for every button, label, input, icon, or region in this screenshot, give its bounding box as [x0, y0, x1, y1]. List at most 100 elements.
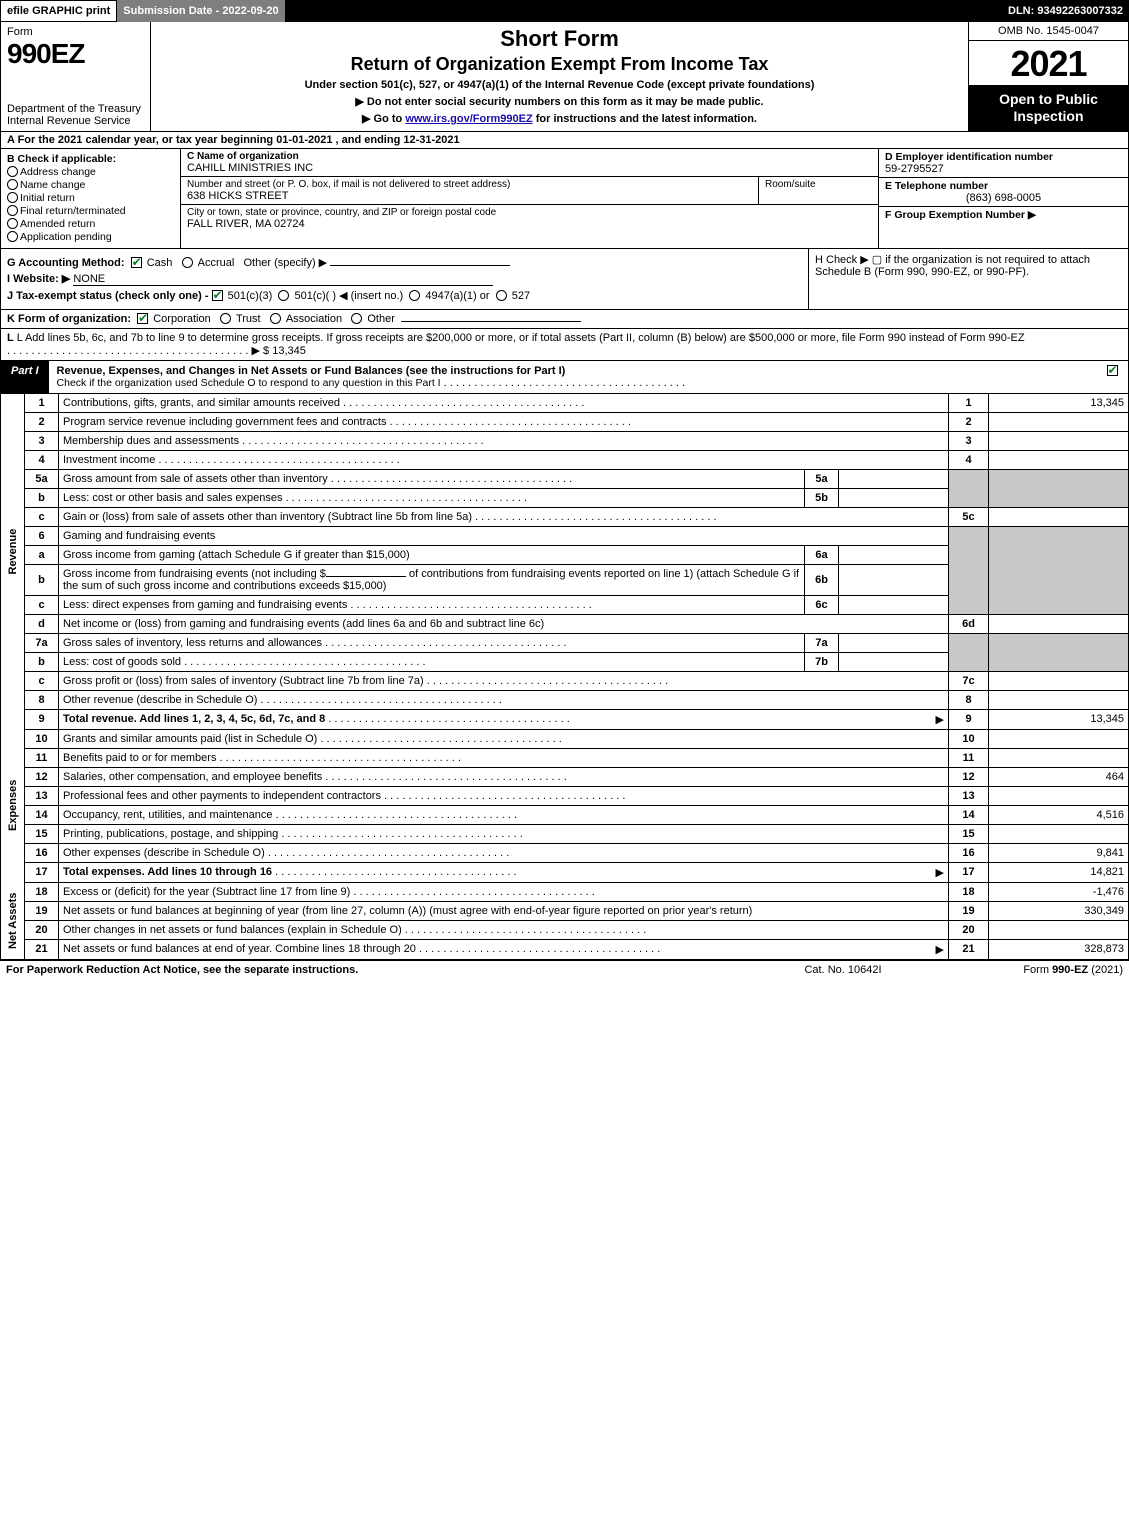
arrow-icon: ▶ [936, 866, 944, 879]
chk-final-return[interactable]: Final return/terminated [7, 205, 174, 217]
line-7a-num: 7a [25, 633, 59, 652]
chk-name-change[interactable]: Name change [7, 179, 174, 191]
line-11-num: 11 [25, 748, 59, 767]
line-6d-amount [989, 614, 1129, 633]
form-number: 990EZ [7, 38, 144, 70]
line-7b-subval [839, 652, 949, 671]
box-c-org-info: C Name of organization CAHILL MINISTRIES… [181, 149, 878, 248]
row-j-tax-exempt: J Tax-exempt status (check only one) - 5… [7, 289, 802, 302]
row-l-amount: 13,345 [272, 345, 306, 357]
line-13-num: 13 [25, 786, 59, 805]
line-12-desc: Salaries, other compensation, and employ… [63, 771, 944, 783]
line-16-desc: Other expenses (describe in Schedule O) [63, 847, 944, 859]
row-l-gross-receipts: L L Add lines 5b, 6c, and 7b to line 9 t… [0, 329, 1129, 361]
revenue-side-spacer [1, 709, 25, 729]
efile-print-label[interactable]: efile GRAPHIC print [0, 0, 117, 22]
chk-schedule-o-used[interactable] [1107, 365, 1118, 376]
goto-pre: ▶ Go to [362, 113, 405, 125]
chk-amended-return[interactable]: Amended return [7, 218, 174, 230]
box-b-check-applicable: B Check if applicable: Address change Na… [1, 149, 181, 248]
other-method-input[interactable] [330, 265, 510, 266]
open-to-public: Open to Public Inspection [969, 85, 1128, 131]
line-15-num: 15 [25, 824, 59, 843]
part-i-checkbox-cell [1098, 361, 1128, 393]
line-16-num: 16 [25, 843, 59, 862]
line-3-col: 3 [949, 431, 989, 450]
line-3-desc: Membership dues and assessments [63, 435, 944, 447]
chk-4947[interactable] [409, 290, 420, 301]
chk-501c[interactable] [278, 290, 289, 301]
grey-5ab [949, 469, 989, 507]
arrow-icon: ▶ [936, 713, 944, 726]
line-21-num: 21 [25, 939, 59, 959]
line-17-amount: 14,821 [989, 862, 1129, 882]
line-20-amount [989, 920, 1129, 939]
line-13-amount [989, 786, 1129, 805]
omb-number: OMB No. 1545-0047 [969, 22, 1128, 41]
line-6a-desc: Gross income from gaming (attach Schedul… [63, 549, 800, 561]
header-right: OMB No. 1545-0047 2021 Open to Public In… [968, 22, 1128, 131]
line-2-num: 2 [25, 412, 59, 431]
other-org-input[interactable] [401, 321, 581, 322]
top-bar: efile GRAPHIC print Submission Date - 20… [0, 0, 1129, 22]
line-17-num: 17 [25, 862, 59, 882]
line-6c-desc: Less: direct expenses from gaming and fu… [63, 599, 800, 611]
line-5c-num: c [25, 507, 59, 526]
chk-application-pending[interactable]: Application pending [7, 231, 174, 243]
line-5b-sub: 5b [805, 488, 839, 507]
line-6c-num: c [25, 595, 59, 614]
netassets-side-label: Net Assets [1, 882, 25, 959]
line-1-desc: Contributions, gifts, grants, and simila… [63, 397, 944, 409]
chk-initial-return[interactable]: Initial return [7, 192, 174, 204]
line-15-amount [989, 824, 1129, 843]
chk-address-change[interactable]: Address change [7, 166, 174, 178]
line-11-amount [989, 748, 1129, 767]
form-header: Form 990EZ Department of the Treasury In… [0, 22, 1129, 132]
subtitle-goto: ▶ Go to www.irs.gov/Form990EZ for instru… [159, 112, 960, 125]
row-i-website: I Website: ▶ NONE [7, 272, 802, 286]
footer-paperwork: For Paperwork Reduction Act Notice, see … [6, 964, 743, 976]
irs-link[interactable]: www.irs.gov/Form990EZ [405, 113, 532, 125]
line-18-col: 18 [949, 882, 989, 901]
line-19-num: 19 [25, 901, 59, 920]
page-footer: For Paperwork Reduction Act Notice, see … [0, 960, 1129, 979]
chk-527[interactable] [496, 290, 507, 301]
line-5a-sub: 5a [805, 469, 839, 488]
line-5b-subval [839, 488, 949, 507]
chk-cash[interactable] [131, 257, 142, 268]
chk-accrual[interactable] [182, 257, 193, 268]
line-9-amount: 13,345 [989, 709, 1129, 729]
title-return: Return of Organization Exempt From Incom… [159, 54, 960, 75]
line-16-col: 16 [949, 843, 989, 862]
line-7c-col: 7c [949, 671, 989, 690]
tax-year: 2021 [969, 41, 1128, 85]
line-6d-desc: Net income or (loss) from gaming and fun… [63, 618, 944, 630]
line-6d-col: 6d [949, 614, 989, 633]
line-3-num: 3 [25, 431, 59, 450]
chk-association[interactable] [270, 313, 281, 324]
col-gij: G Accounting Method: Cash Accrual Other … [1, 249, 808, 309]
row-k-label: K Form of organization: [7, 313, 131, 325]
line-14-desc: Occupancy, rent, utilities, and maintena… [63, 809, 944, 821]
chk-501c3[interactable] [212, 290, 223, 301]
grey-6abc-amt [989, 526, 1129, 614]
line-6a-sub: 6a [805, 545, 839, 564]
chk-trust[interactable] [220, 313, 231, 324]
line-8-col: 8 [949, 690, 989, 709]
line-20-num: 20 [25, 920, 59, 939]
line-6a-num: a [25, 545, 59, 564]
part-i-check-line: Check if the organization used Schedule … [57, 377, 441, 389]
chk-corporation[interactable] [137, 313, 148, 324]
row-l-text: L Add lines 5b, 6c, and 7b to line 9 to … [17, 332, 1025, 344]
line-7a-sub: 7a [805, 633, 839, 652]
footer-formref: Form 990-EZ (2021) [943, 964, 1123, 976]
tel-value: (863) 698-0005 [885, 192, 1122, 204]
arrow-icon: ▶ [936, 943, 944, 956]
ein-cell: D Employer identification number 59-2795… [879, 149, 1128, 178]
line-7b-num: b [25, 652, 59, 671]
line-13-col: 13 [949, 786, 989, 805]
line-2-desc: Program service revenue including govern… [63, 416, 944, 428]
line-5a-subval [839, 469, 949, 488]
chk-other-org[interactable] [351, 313, 362, 324]
line-1-num: 1 [25, 394, 59, 413]
